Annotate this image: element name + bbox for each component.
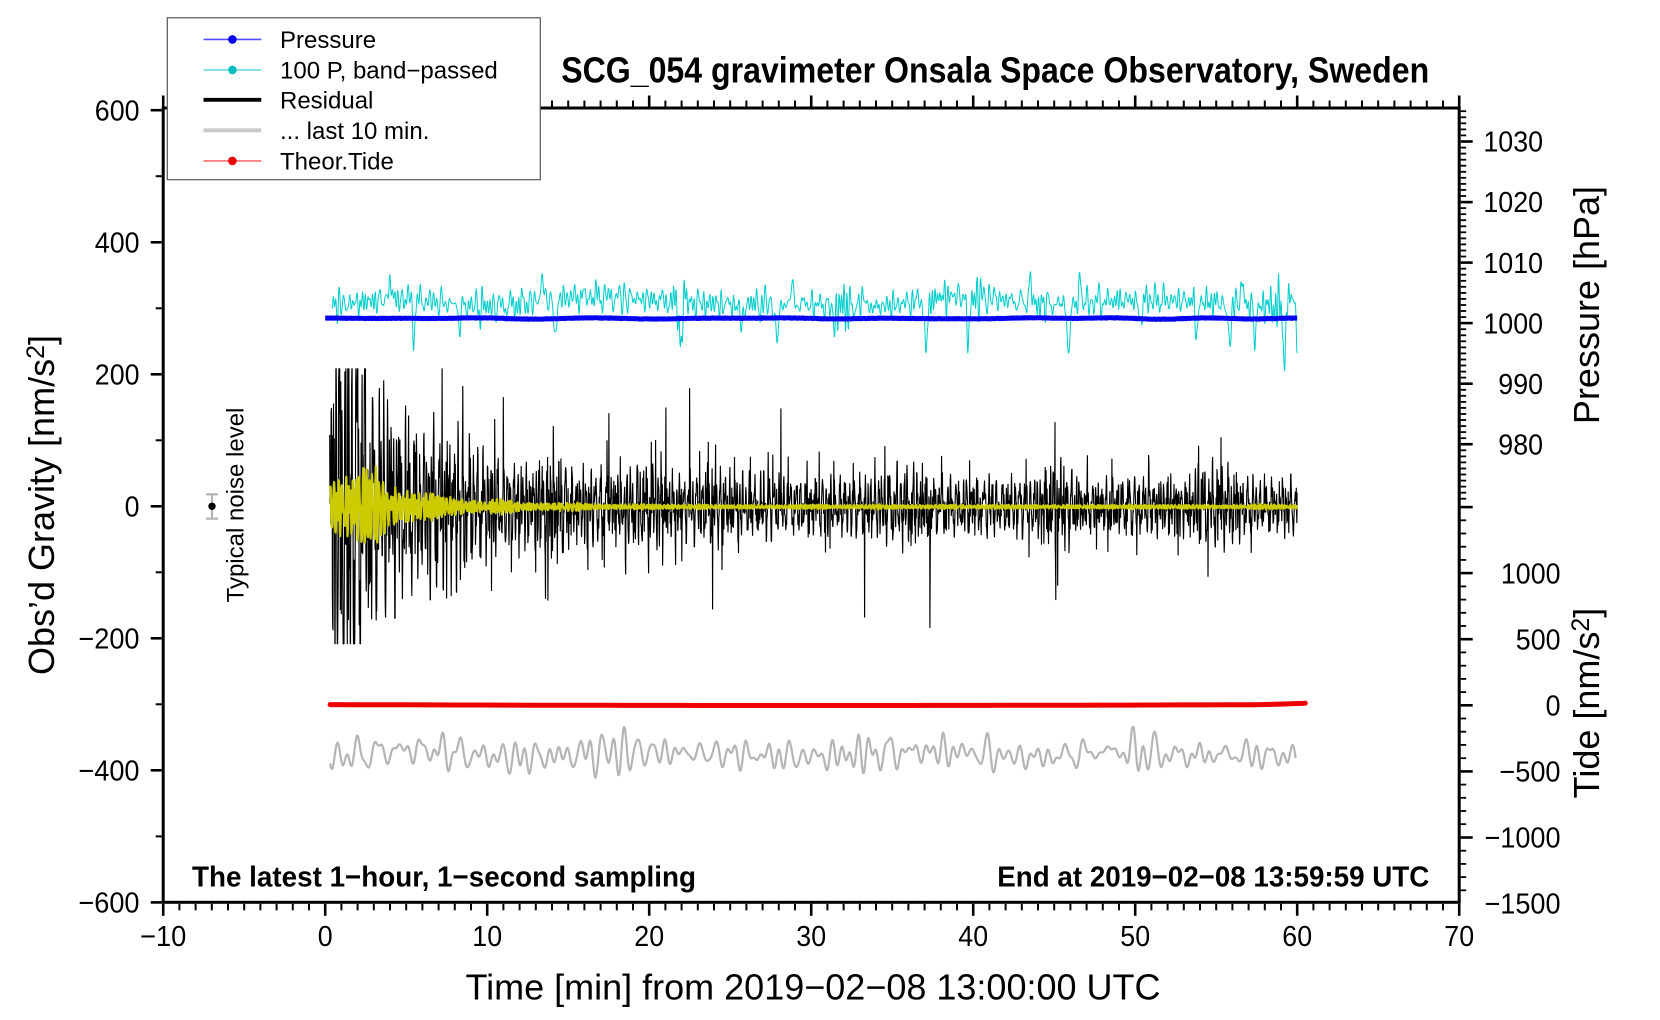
svg-text:Typical noise level: Typical noise level bbox=[223, 408, 250, 603]
svg-text:0: 0 bbox=[125, 492, 140, 524]
svg-text:200: 200 bbox=[95, 360, 140, 392]
svg-text:0: 0 bbox=[318, 921, 333, 953]
svg-text:1030: 1030 bbox=[1483, 127, 1543, 159]
svg-text:1000: 1000 bbox=[1501, 558, 1561, 590]
svg-text:0: 0 bbox=[1546, 691, 1561, 723]
svg-text:400: 400 bbox=[95, 228, 140, 260]
svg-text:... last 10 min.: ... last 10 min. bbox=[280, 118, 429, 145]
svg-text:−400: −400 bbox=[78, 756, 139, 788]
svg-text:Obs’d Gravity [nm/s2]: Obs’d Gravity [nm/s2] bbox=[21, 335, 62, 675]
svg-text:Residual: Residual bbox=[280, 87, 373, 114]
svg-text:600: 600 bbox=[95, 95, 140, 127]
svg-text:1010: 1010 bbox=[1483, 248, 1543, 280]
svg-text:SCG_054 gravimeter Onsala Spac: SCG_054 gravimeter Onsala Space Observat… bbox=[561, 50, 1429, 91]
svg-text:−1500: −1500 bbox=[1485, 889, 1561, 921]
svg-text:500: 500 bbox=[1516, 624, 1561, 656]
svg-text:50: 50 bbox=[1120, 921, 1150, 953]
svg-text:30: 30 bbox=[796, 921, 826, 953]
svg-text:100 P, band−passed: 100 P, band−passed bbox=[280, 57, 498, 84]
svg-text:−500: −500 bbox=[1499, 757, 1560, 789]
svg-text:−600: −600 bbox=[78, 888, 139, 920]
svg-text:10: 10 bbox=[472, 921, 502, 953]
svg-text:Pressure [hPa]: Pressure [hPa] bbox=[1566, 186, 1607, 424]
svg-text:1020: 1020 bbox=[1483, 187, 1543, 219]
svg-text:60: 60 bbox=[1282, 921, 1312, 953]
svg-text:Pressure: Pressure bbox=[280, 27, 376, 54]
svg-text:990: 990 bbox=[1498, 369, 1543, 401]
svg-text:Time [min] from 2019−02−08 13:: Time [min] from 2019−02−08 13:00:00 UTC bbox=[465, 967, 1160, 1008]
svg-text:The latest 1−hour, 1−second sa: The latest 1−hour, 1−second sampling bbox=[192, 862, 696, 894]
svg-text:−200: −200 bbox=[78, 624, 139, 656]
svg-text:End at 2019−02−08 13:59:59 UTC: End at 2019−02−08 13:59:59 UTC bbox=[997, 862, 1429, 894]
svg-text:−1000: −1000 bbox=[1485, 823, 1561, 855]
svg-text:70: 70 bbox=[1444, 921, 1474, 953]
svg-text:40: 40 bbox=[958, 921, 988, 953]
svg-text:Theor.Tide: Theor.Tide bbox=[280, 148, 394, 175]
svg-text:Tide [nm/s2]: Tide [nm/s2] bbox=[1566, 608, 1607, 799]
svg-text:1000: 1000 bbox=[1483, 308, 1543, 340]
svg-text:980: 980 bbox=[1498, 429, 1543, 461]
svg-text:−10: −10 bbox=[140, 921, 186, 953]
svg-text:20: 20 bbox=[634, 921, 664, 953]
